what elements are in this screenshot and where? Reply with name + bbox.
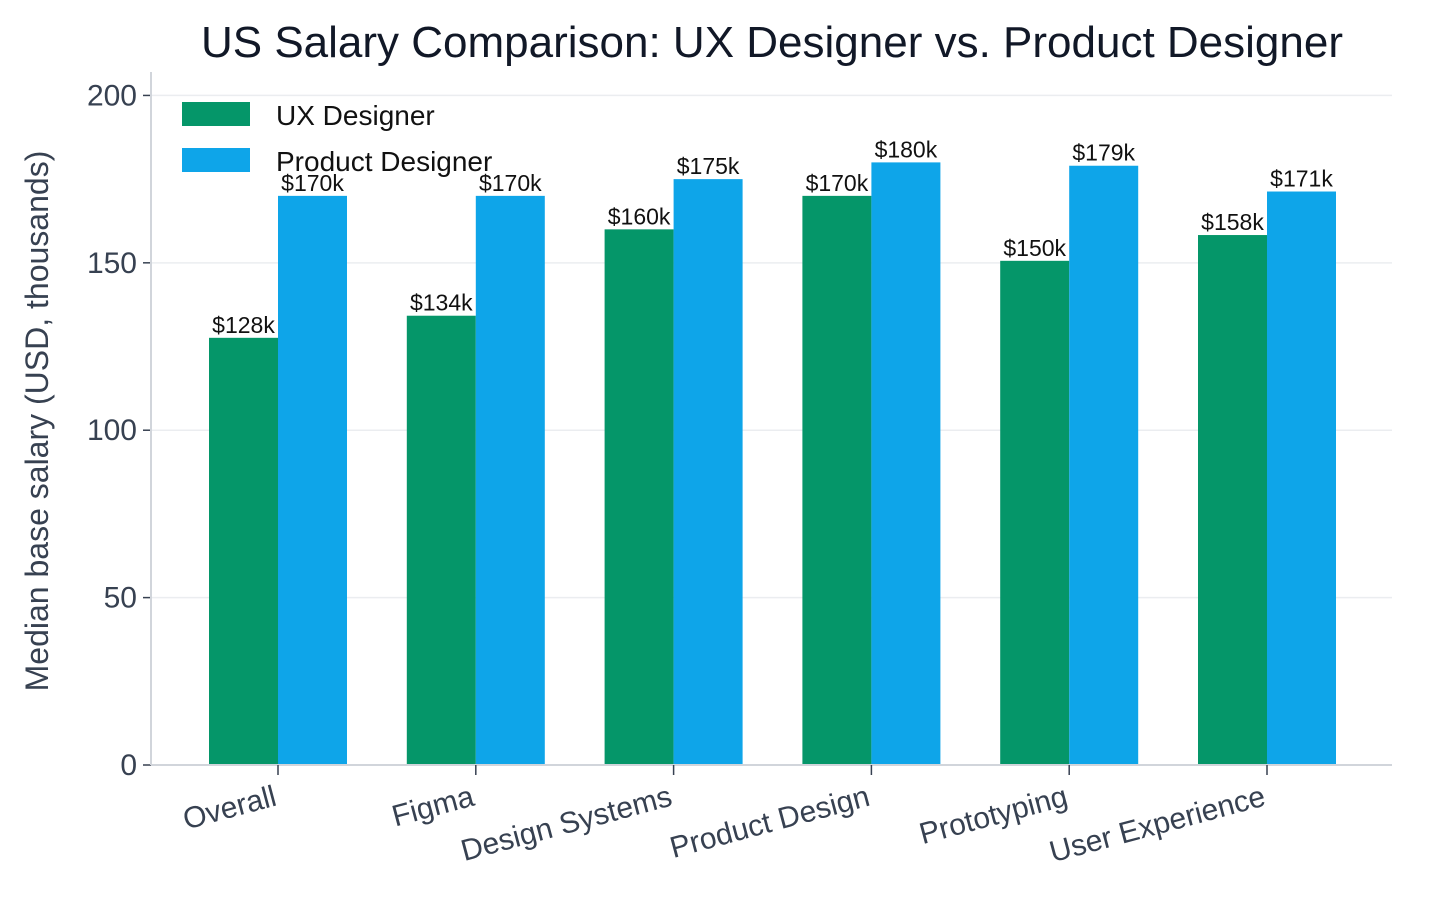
data-label: $170k <box>479 170 542 196</box>
grid <box>151 94 1392 599</box>
chart-title: US Salary Comparison: UX Designer vs. Pr… <box>201 18 1343 67</box>
x-tick-label: User Experience <box>1046 780 1269 869</box>
data-label: $128k <box>212 312 275 338</box>
bar-ux-designer <box>802 195 872 765</box>
bar-ux-designer <box>406 315 476 765</box>
y-tick-label: 200 <box>87 79 137 112</box>
bar-product-designer <box>871 162 941 766</box>
bar-product-designer <box>673 179 743 765</box>
y-tick-label: 100 <box>87 414 137 447</box>
legend: UX Designer Product Designer <box>182 100 492 177</box>
data-label: $134k <box>410 290 473 316</box>
data-label: $179k <box>1072 140 1135 166</box>
data-label: $150k <box>1003 235 1066 261</box>
y-tick-label: 0 <box>120 749 137 782</box>
data-label: $160k <box>608 203 671 229</box>
x-tick-label: Product Design <box>667 780 874 865</box>
bars <box>209 162 1336 766</box>
bar-product-designer <box>1069 165 1139 765</box>
data-labels: $128k$170k$134k$170k$160k$175k$170k$180k… <box>212 136 1333 337</box>
bar-ux-designer <box>209 337 278 765</box>
bar-product-designer <box>278 195 347 765</box>
y-tick-label: 150 <box>87 247 137 280</box>
legend-swatch <box>182 148 250 172</box>
data-label: $175k <box>677 153 740 179</box>
bar-ux-designer <box>604 229 674 765</box>
data-label: $180k <box>875 136 938 162</box>
data-label: $170k <box>806 170 869 196</box>
legend-label: UX Designer <box>276 100 435 131</box>
data-label: $171k <box>1270 166 1333 192</box>
legend-label: Product Designer <box>276 146 492 177</box>
x-tick-label: Design Systems <box>458 780 676 868</box>
data-label: $158k <box>1201 209 1264 235</box>
legend-swatch <box>182 102 250 126</box>
x-tick-label: Overall <box>179 780 279 836</box>
bar-product-designer <box>1267 191 1336 765</box>
data-label: $170k <box>281 170 344 196</box>
bar-ux-designer <box>1000 260 1070 765</box>
bar-product-designer <box>475 195 545 765</box>
y-axis-label: Median base salary (USD, thousands) <box>19 151 55 692</box>
x-tick-label: Figma <box>389 780 478 834</box>
bar-ux-designer <box>1198 235 1267 765</box>
y-tick-label: 50 <box>104 582 137 615</box>
